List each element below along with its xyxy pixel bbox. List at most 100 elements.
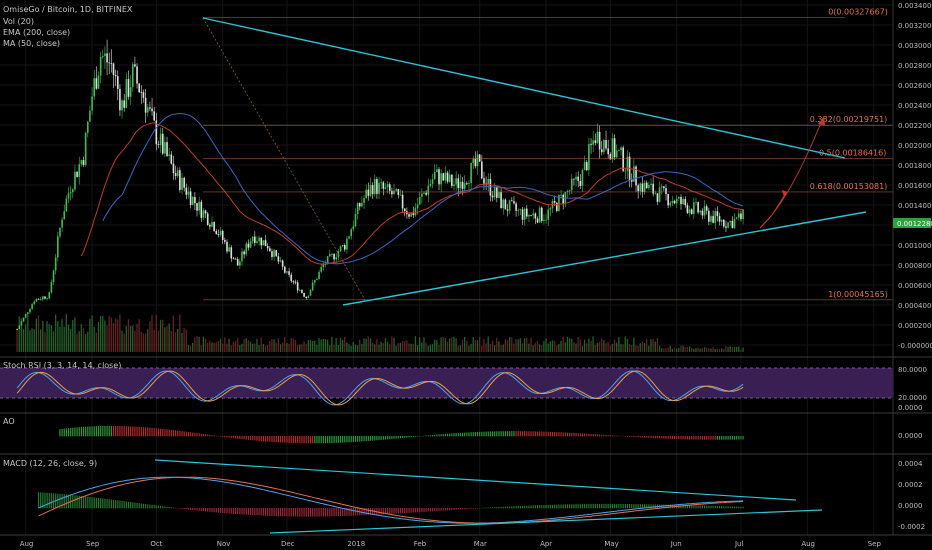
- candle-body: [489, 179, 492, 196]
- macd-bar: [241, 508, 243, 515]
- macd-bar: [444, 508, 447, 511]
- fib-label: 0(0.00327667): [828, 7, 888, 16]
- volume-bar: [341, 339, 344, 352]
- macd-bar: [684, 505, 686, 509]
- ao-bar: [515, 431, 517, 437]
- macd-bar: [305, 508, 307, 517]
- ao-bar: [202, 433, 205, 437]
- volume-bar: [684, 347, 686, 352]
- volume-bar: [299, 344, 301, 352]
- candle-body: [232, 258, 235, 260]
- ao-bar: [166, 429, 168, 437]
- ao-bar: [102, 425, 104, 437]
- macd-bar: [695, 505, 697, 509]
- candle-body: [545, 219, 547, 221]
- candle-body: [27, 312, 29, 314]
- ao-bar: [352, 436, 354, 442]
- candle-body: [723, 219, 725, 227]
- volume-bar: [466, 340, 468, 352]
- ao-bar: [723, 436, 725, 440]
- ao-bar: [639, 436, 641, 438]
- ao-bar: [262, 436, 265, 442]
- volume-bar: [132, 325, 134, 352]
- macd-bar: [611, 503, 614, 509]
- candle-body: [714, 211, 717, 223]
- volume-bar: [262, 344, 265, 352]
- ao-bar: [626, 436, 629, 437]
- macd-bar: [138, 503, 140, 509]
- macd-bar: [549, 504, 551, 509]
- volume-bar: [48, 324, 50, 352]
- ao-bar: [335, 436, 337, 443]
- volume-bar: [613, 339, 616, 352]
- volume-bar: [575, 343, 577, 352]
- macd-bar: [282, 508, 284, 517]
- macd-bar: [303, 508, 305, 517]
- volume-bar: [678, 347, 680, 352]
- macd-bar: [352, 508, 354, 516]
- volume-bar: [620, 344, 622, 352]
- volume-bar: [695, 348, 697, 352]
- ao-bar: [380, 436, 382, 440]
- volume-bar: [237, 338, 239, 352]
- candle-body: [673, 201, 676, 204]
- candle-body: [367, 189, 370, 196]
- ao-bar: [466, 432, 468, 437]
- volume-bar: [577, 336, 579, 352]
- candle-body: [594, 140, 597, 143]
- macd-bar: [258, 508, 260, 516]
- volume-bar: [421, 342, 423, 352]
- volume-bar: [84, 333, 87, 352]
- volume-bar: [54, 314, 57, 352]
- time-tick: Aug: [20, 540, 34, 548]
- ao-bar: [453, 433, 455, 437]
- macd-bar: [607, 503, 609, 509]
- volume-bar: [258, 345, 260, 352]
- volume-bar: [166, 326, 168, 352]
- volume-bar: [661, 348, 663, 352]
- candle-body: [410, 213, 412, 217]
- macd-bar: [121, 500, 123, 509]
- candle-body: [170, 154, 173, 164]
- ao-bar: [382, 436, 384, 440]
- volume-bar: [249, 341, 252, 352]
- volume-bar: [712, 347, 714, 352]
- ao-bar: [665, 436, 667, 439]
- candle-body: [63, 211, 66, 220]
- candle-body: [127, 79, 130, 97]
- macd-bar: [145, 504, 147, 509]
- ao-bar: [506, 431, 509, 437]
- macd-bar: [461, 508, 464, 510]
- volume-bar: [234, 341, 237, 352]
- macd-bar: [89, 496, 91, 509]
- volume-bar: [626, 339, 629, 352]
- volume-bar: [382, 343, 384, 352]
- macd-bar: [217, 508, 220, 513]
- volume-bar: [549, 341, 551, 352]
- candle-body: [269, 248, 271, 252]
- ao-bar: [536, 431, 539, 437]
- macd-bar: [74, 495, 76, 509]
- candle-body: [159, 133, 162, 145]
- macd-bar: [82, 496, 85, 509]
- candle-body: [579, 180, 582, 186]
- ao-bar: [286, 436, 288, 443]
- volume-bar: [735, 346, 738, 352]
- ao-bar: [549, 431, 551, 437]
- macd-bar: [312, 508, 314, 517]
- volume-bar: [52, 331, 55, 352]
- candle-body: [558, 195, 560, 212]
- volume-bar: [534, 343, 536, 352]
- ao-bar: [93, 426, 95, 437]
- candle-body: [275, 250, 278, 257]
- volume-bar: [526, 337, 528, 352]
- ao-bar: [74, 427, 76, 437]
- macd-bar: [95, 497, 97, 509]
- candle-body: [361, 202, 363, 207]
- volume-bar: [136, 323, 138, 352]
- ao-bar: [468, 432, 470, 437]
- ao-bar: [301, 436, 303, 444]
- volume-bar: [24, 324, 27, 352]
- candle-body: [87, 121, 89, 133]
